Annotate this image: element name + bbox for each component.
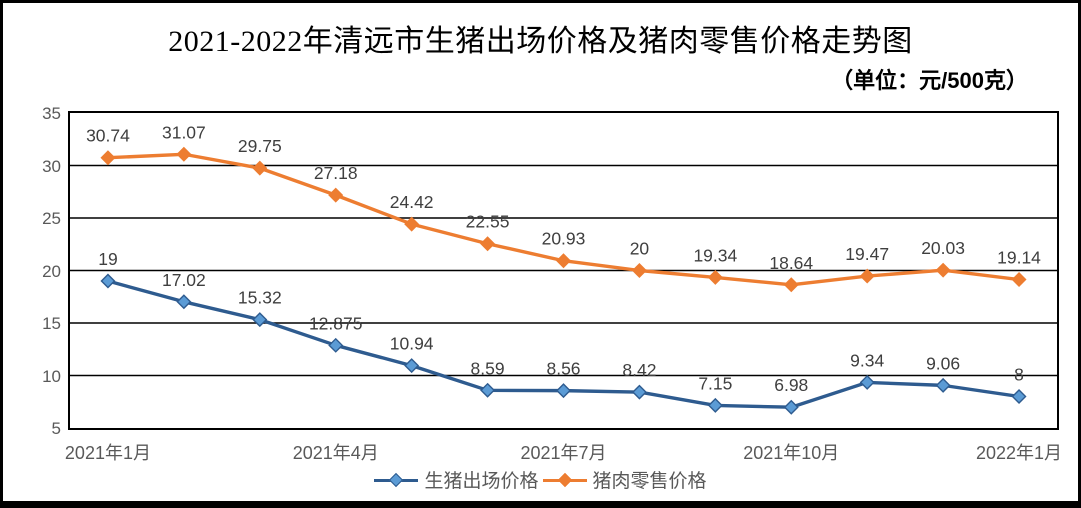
data-point-marker: [935, 377, 951, 393]
data-label: 12.875: [309, 313, 363, 333]
data-label: 8.59: [471, 358, 505, 378]
data-label: 6.98: [774, 375, 808, 395]
data-label: 18.64: [769, 253, 813, 273]
y-axis-tick-label: 15: [42, 314, 61, 333]
legend-item-pig-exit-price: 生猪出场价格: [374, 466, 539, 493]
data-point-marker: [480, 382, 496, 398]
data-point-marker: [404, 358, 420, 374]
data-point-marker: [707, 397, 723, 413]
data-label: 9.06: [926, 353, 960, 373]
y-axis-tick-label: 30: [42, 156, 61, 176]
data-label: 22.55: [466, 212, 510, 232]
legend-label-series2: 猪肉零售价格: [592, 471, 707, 492]
data-point-marker: [631, 263, 647, 278]
data-point-marker: [252, 160, 268, 176]
x-axis-tick-label: 2022年1月: [976, 443, 1063, 463]
data-label: 10.94: [390, 334, 434, 354]
data-label: 20.93: [542, 229, 586, 249]
data-label: 19.47: [845, 244, 889, 264]
data-point-marker: [631, 384, 647, 400]
data-point-marker: [404, 216, 420, 232]
data-point-marker: [859, 268, 875, 284]
y-axis-tick-label: 5: [51, 419, 61, 438]
data-label: 29.75: [238, 136, 282, 156]
unit-label: （单位：元/500克）: [831, 68, 1028, 93]
data-label: 15.32: [238, 288, 282, 308]
data-point-marker: [100, 273, 116, 289]
chart-canvas: 19 17.02 15.32 12.875 10.94 8.59 8.56 8.42 7.15 6…: [70, 122, 1057, 415]
x-axis-tick-label: 2021年7月: [520, 443, 607, 463]
data-point-marker: [783, 399, 799, 415]
data-point-marker: [707, 269, 723, 285]
data-point-marker: [328, 187, 344, 203]
data-label: 8.42: [622, 360, 656, 380]
legend-item-pork-retail-price: 猪肉零售价格: [542, 466, 707, 493]
series2-line-marker-icon: [542, 472, 587, 487]
y-axis-tick-label: 35: [42, 104, 61, 123]
y-axis-tick-label: 20: [42, 261, 61, 281]
data-label: 30.74: [86, 126, 130, 146]
data-point-marker: [783, 277, 799, 293]
data-label: 19.14: [997, 248, 1041, 268]
data-label: 8.56: [546, 359, 580, 379]
data-label: 8: [1014, 365, 1024, 385]
data-point-marker: [176, 146, 192, 162]
x-axis-tick-label: 2021年4月: [292, 443, 379, 463]
x-axis-tick-label: 2021年10月: [743, 443, 840, 463]
series1-line-marker-icon: [374, 472, 419, 487]
data-point-marker: [480, 236, 496, 252]
data-point-marker: [556, 383, 571, 399]
data-label: 17.02: [162, 270, 206, 290]
data-label: 19.34: [693, 245, 737, 265]
legend: 生猪出场价格 猪肉零售价格: [3, 466, 1078, 493]
data-point-marker: [328, 337, 344, 353]
data-point-marker: [935, 262, 951, 278]
y-axis-tick-label: 25: [42, 209, 61, 228]
data-label: 20.03: [921, 238, 965, 258]
y-axis-tick-label: 10: [42, 366, 61, 386]
data-label: 20: [630, 239, 650, 259]
data-point-marker: [556, 253, 571, 269]
data-label: 9.34: [850, 350, 884, 370]
data-label: 31.07: [162, 122, 206, 142]
data-label: 27.18: [314, 163, 358, 183]
data-point-marker: [859, 374, 875, 390]
chart-title: 2021-2022年清远市生猪出场价格及猪肉零售价格走势图: [168, 25, 913, 58]
data-point-marker: [1011, 389, 1027, 404]
data-point-marker: [252, 312, 268, 328]
data-point-marker: [1011, 272, 1027, 288]
data-label: 7.15: [698, 373, 732, 393]
data-point-marker: [176, 294, 192, 310]
data-point-marker: [100, 150, 116, 166]
data-label: 19: [98, 249, 117, 269]
legend-label-series1: 生猪出场价格: [424, 471, 539, 492]
x-axis-tick-label: 2021年1月: [64, 443, 151, 463]
data-label: 24.42: [390, 192, 434, 212]
